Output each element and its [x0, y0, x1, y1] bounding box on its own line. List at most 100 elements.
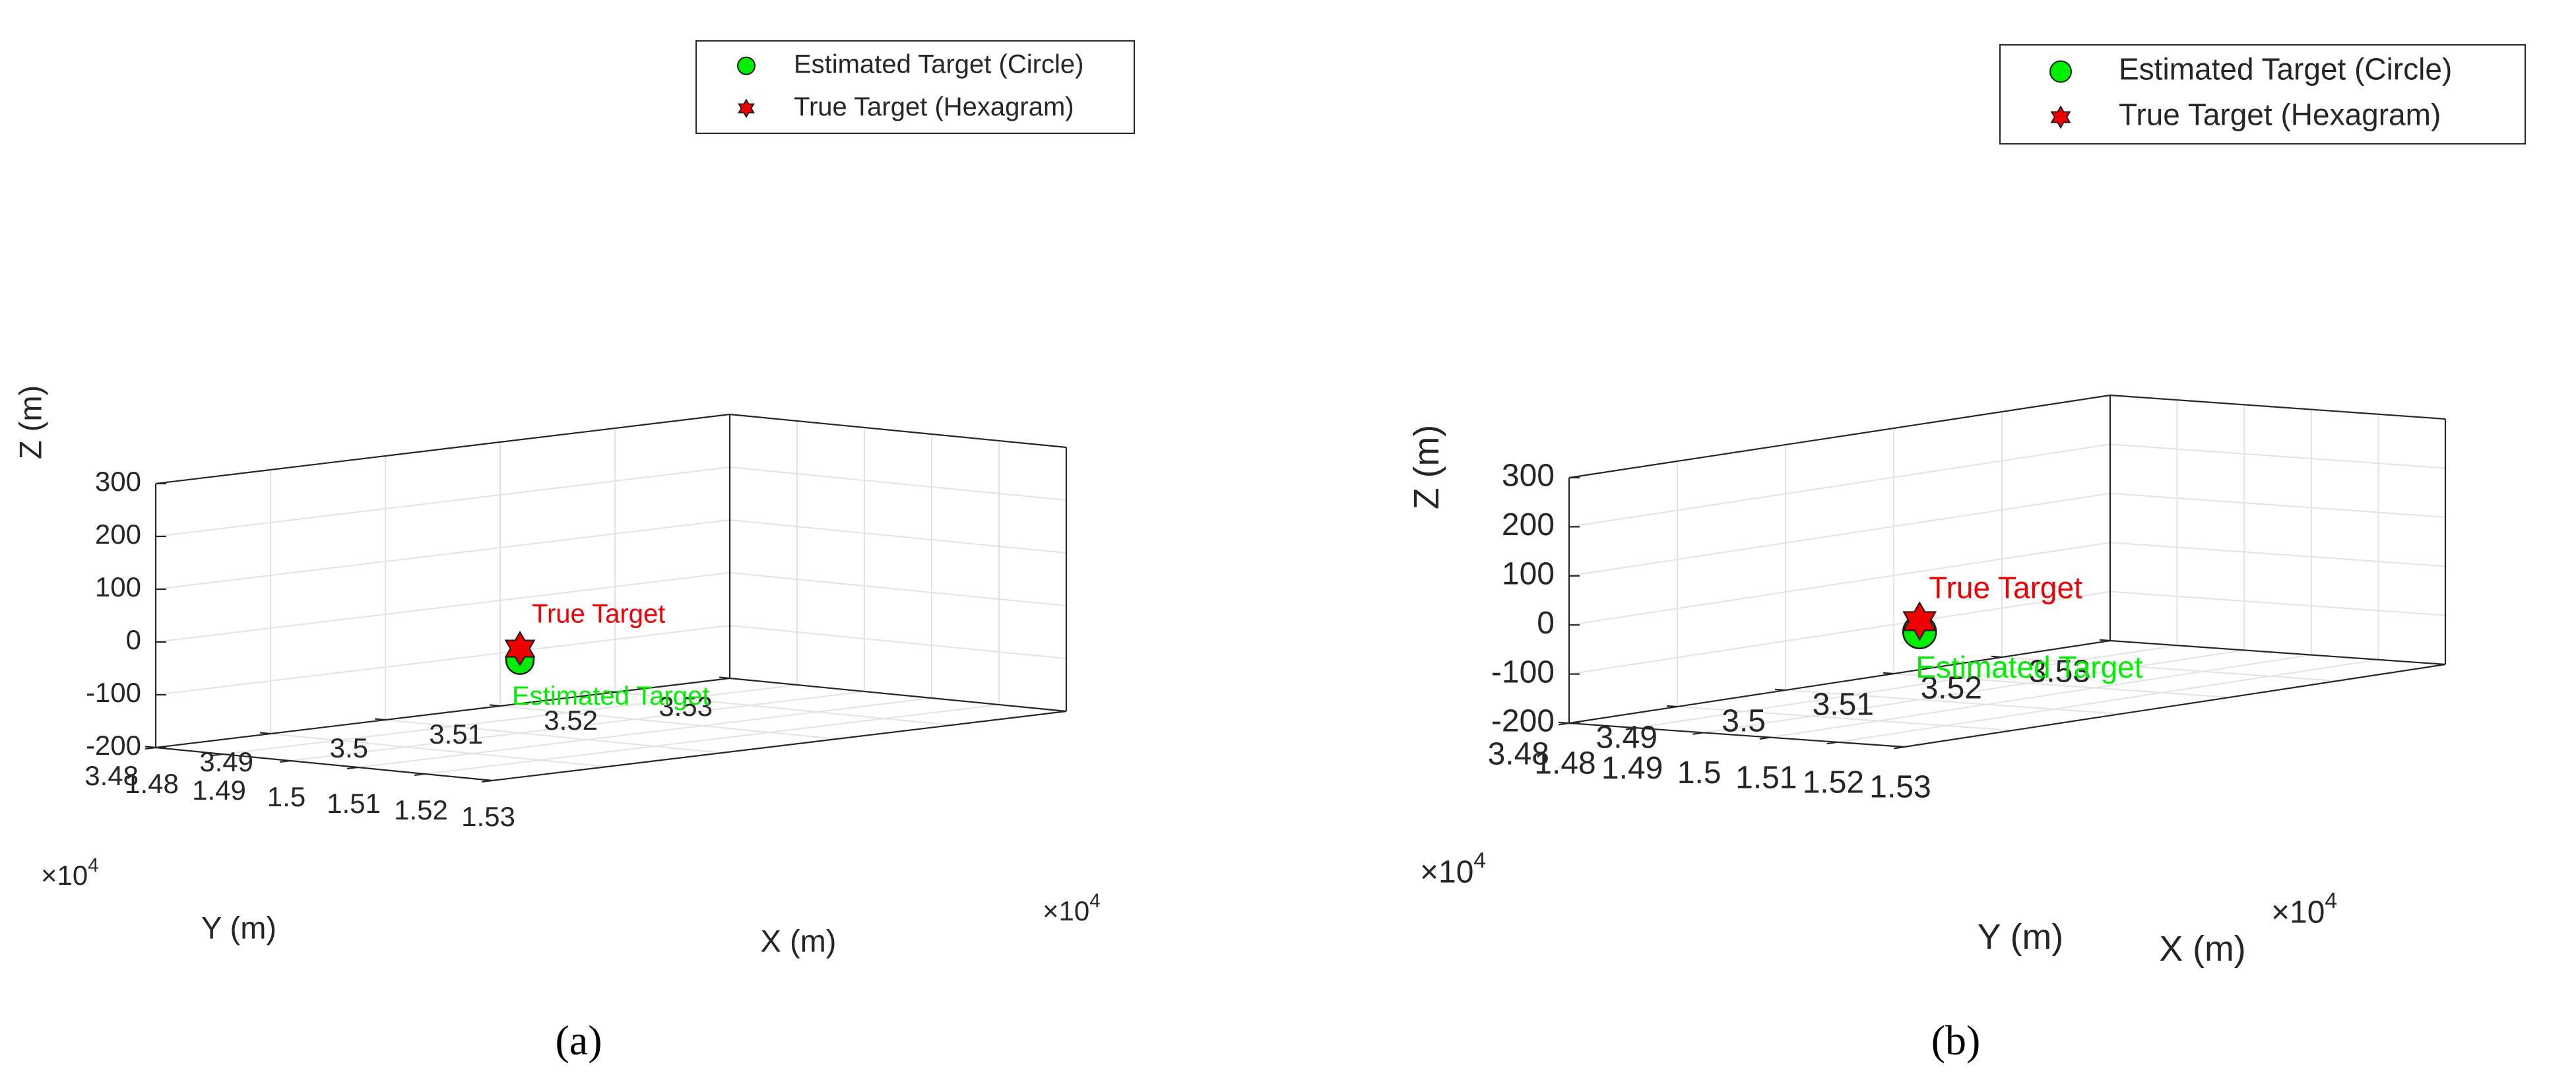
- panel-b: 1.48 1.49 1.5 1.51 1.52 1.53 3.48 3.49 3.5 3.51 3.…: [1288, 0, 2576, 1090]
- back-wall-grid-line-z: [2109, 591, 2446, 616]
- z-tick-label: 0: [126, 624, 141, 655]
- true-target-marker: [504, 631, 536, 666]
- floor-grid-line-x: [222, 684, 798, 755]
- y-exponent-label: ×104: [1420, 849, 1486, 890]
- floor-grid-line-x: [357, 697, 932, 768]
- x-tick: [1692, 732, 1704, 735]
- box-edge: [155, 413, 730, 485]
- x-tick: [1826, 741, 1838, 745]
- z-axis-title: Z (m): [1407, 425, 1446, 509]
- z-tick-label: 300: [1502, 459, 1555, 494]
- side-wall-grid-line-z: [155, 572, 730, 643]
- x-tick-label: 1.48: [125, 768, 179, 799]
- x-exponent-power: 4: [1089, 890, 1100, 912]
- y-tick: [1774, 688, 1786, 691]
- y-exponent-power: 4: [1473, 849, 1486, 873]
- x-tick: [346, 766, 358, 770]
- y-tick: [604, 690, 616, 693]
- side-wall-grid-line-z: [1568, 591, 2111, 675]
- side-wall-grid-line-z: [155, 519, 730, 590]
- x-tick-label: 1.53: [1869, 770, 1931, 805]
- box-edge: [2109, 394, 2446, 420]
- y-tick: [1666, 705, 1678, 708]
- floor-grid-line-x: [424, 704, 1000, 775]
- y-tick-label: 3.5: [1722, 704, 1766, 739]
- box-edge: [492, 710, 1067, 782]
- x-axis-title: X (m): [2159, 929, 2245, 969]
- y-tick-label: 3.48: [1488, 737, 1549, 772]
- back-wall-grid-line-z: [729, 572, 1067, 606]
- box-edge: [1568, 394, 2111, 479]
- y-tick: [374, 718, 386, 721]
- y-tick-label: 3.52: [544, 705, 598, 736]
- legend-entry-label: True Target (Hexagram): [2119, 98, 2441, 132]
- x-axis-line: [155, 746, 493, 782]
- y-tick-label: 3.5: [330, 732, 368, 763]
- floor-grid-line-y: [385, 719, 723, 753]
- x-axis-line: [1568, 722, 1905, 748]
- panel-caption-a: (a): [555, 1017, 602, 1064]
- x-exponent-label: ×104: [2271, 889, 2337, 930]
- back-wall-grid-line-z: [729, 466, 1067, 501]
- legend-entry-label: True Target (Hexagram): [794, 92, 1074, 121]
- legend-box: [1999, 44, 2526, 144]
- box-edge: [729, 413, 1067, 449]
- x-tick: [481, 779, 493, 783]
- true-target-label: True Target: [532, 600, 665, 629]
- true-target-label: True Target: [1929, 571, 2082, 605]
- y-tick-label: 3.52: [1921, 671, 1982, 706]
- back-wall-grid-line-z: [2109, 443, 2446, 469]
- floor-grid-line-x: [1703, 649, 2245, 734]
- legend-box: [695, 40, 1135, 134]
- y-tick: [145, 746, 156, 749]
- back-wall-grid-line-z: [2109, 492, 2446, 518]
- z-tick-label: 200: [1502, 507, 1555, 542]
- x-tick: [1625, 727, 1636, 730]
- y-tick-label: 3.53: [659, 691, 713, 722]
- axes-3d: 1.48 1.49 1.5 1.51 1.52 1.53 3.48 3.49 3.5 3.51 3.…: [13, 40, 1135, 958]
- x-tick-label: 1.52: [1803, 765, 1864, 800]
- z-tick-label: 300: [95, 466, 141, 497]
- legend-hexagram-icon: [738, 98, 755, 118]
- x-axis-title: X (m): [761, 923, 837, 958]
- floor-grid-line-y: [1893, 673, 2230, 698]
- y-axis-line: [155, 677, 730, 749]
- y-axis-title: Y (m): [201, 910, 276, 945]
- y-axis-line: [1568, 639, 2111, 724]
- back-wall-grid-line-z: [729, 519, 1067, 554]
- z-tick-label: -200: [1491, 704, 1555, 739]
- y-tick: [1558, 721, 1570, 724]
- x-tick-label: 1.51: [327, 788, 381, 819]
- y-tick-label: 3.51: [1813, 688, 1874, 722]
- y-tick-label: 3.51: [429, 719, 483, 750]
- y-tick-label: 3.49: [1596, 721, 1658, 755]
- x-tick: [1759, 736, 1770, 740]
- z-tick-label: -200: [86, 730, 141, 761]
- floor-grid-line-y: [499, 705, 837, 740]
- floor-grid-line-x: [1837, 658, 2379, 743]
- y-tick: [2099, 639, 2111, 642]
- x-tick: [279, 759, 291, 763]
- x-tick-label: 1.48: [1534, 746, 1595, 781]
- floor-grid-line-x: [290, 691, 865, 761]
- z-axis-title: Z (m): [13, 385, 48, 459]
- x-tick: [212, 753, 224, 757]
- z-tick-label: -100: [1491, 655, 1555, 689]
- box-edge: [1904, 663, 2446, 748]
- floor-grid-line-y: [2001, 657, 2338, 682]
- legend-circle-icon: [737, 56, 756, 75]
- x-exponent-label: ×104: [1043, 890, 1101, 926]
- legend: Estimated Target (Circle) True Target (He…: [1999, 44, 2526, 144]
- floor-grid-line-y: [270, 733, 608, 767]
- y-tick: [719, 676, 730, 680]
- side-wall-grid-line-z: [1568, 443, 2111, 528]
- x-tick-label: 1.53: [461, 801, 515, 832]
- y-axis-title: Y (m): [1978, 917, 2063, 957]
- legend-circle-icon: [2049, 60, 2072, 83]
- y-tick-label: 3.49: [199, 746, 253, 777]
- true-target-marker: [1902, 601, 1937, 641]
- floor-grid-line-y: [614, 691, 952, 726]
- legend-entry-label: Estimated Target (Circle): [794, 49, 1083, 79]
- legend: Estimated Target (Circle) True Target (He…: [695, 40, 1135, 134]
- box-edge: [2109, 639, 2446, 666]
